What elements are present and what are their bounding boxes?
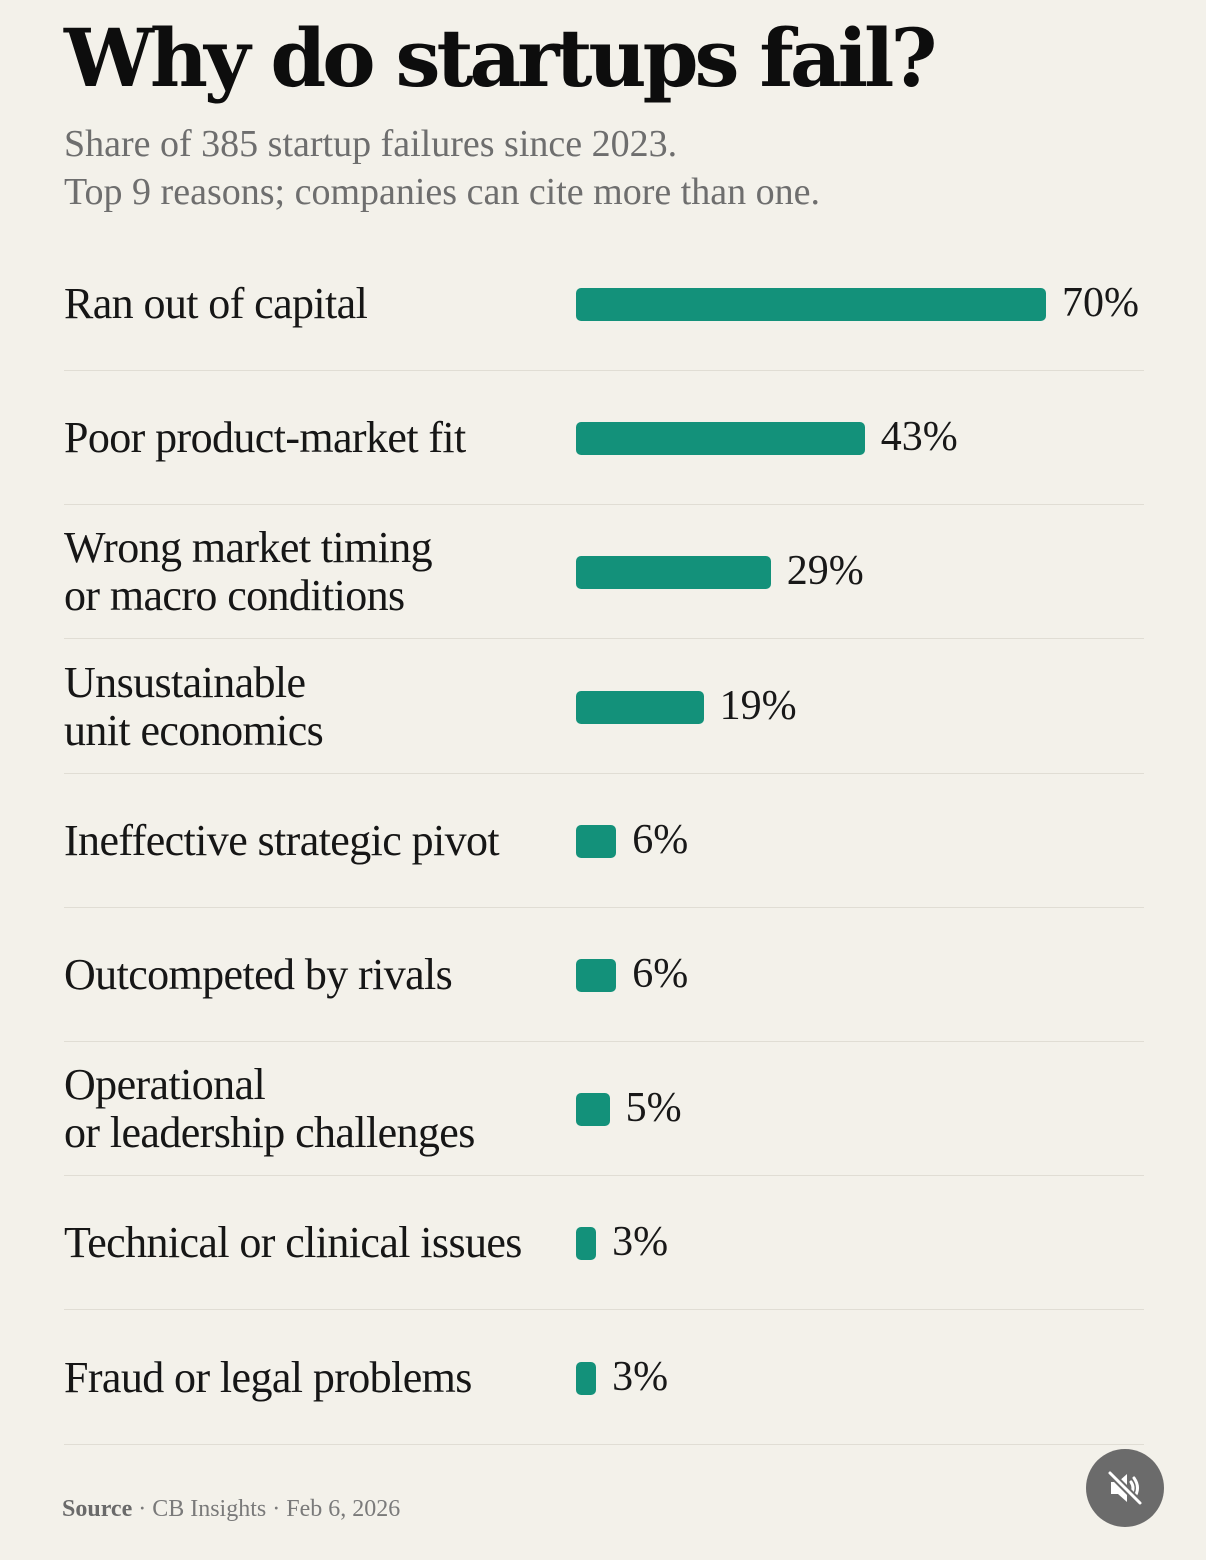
bar-category-label: Unsustainable unit economics <box>64 657 324 755</box>
bar-value-label: 19% <box>719 682 797 729</box>
bar-row: Ineffective strategic pivot 6% <box>64 774 1144 908</box>
source-label: Source <box>62 1496 133 1522</box>
speaker-muted-icon <box>1106 1469 1144 1507</box>
bar-row: Operational or leadership challenges 5% <box>64 1042 1144 1177</box>
mute-button[interactable] <box>1086 1449 1164 1527</box>
bar <box>576 556 771 590</box>
bar <box>576 1093 610 1127</box>
bar <box>576 288 1046 321</box>
bar-category-label: Ran out of capital <box>64 279 368 328</box>
bar-row: Outcompeted by rivals 6% <box>64 908 1144 1042</box>
bar <box>576 422 865 456</box>
source-text: · CB Insights · Feb 6, 2026 <box>132 1496 401 1522</box>
bar-value-label: 6% <box>632 816 689 863</box>
bar <box>576 690 704 724</box>
bar <box>576 1361 597 1395</box>
bar-row: Wrong market timing or macro conditions 2… <box>64 505 1144 640</box>
bar-row: Fraud or legal problems 3% <box>64 1311 1144 1445</box>
row-divider <box>64 906 1144 908</box>
bar-category-label: Poor product-market fit <box>64 413 466 463</box>
row-divider <box>64 1443 1144 1445</box>
bar-value-label: 70% <box>1062 280 1139 326</box>
row-divider <box>64 1041 1144 1042</box>
chart-subtitle-line-1: Share of 385 startup failures since 2023… <box>64 123 678 165</box>
bar-category-label: Technical or clinical issues <box>64 1218 522 1268</box>
bar-category-label: Outcompeted by rivals <box>64 950 453 999</box>
row-divider <box>64 1175 1144 1177</box>
bar-value-label: 43% <box>880 414 958 461</box>
bar <box>576 959 617 992</box>
bar-value-label: 3% <box>612 1353 669 1400</box>
bar-row: Ran out of capital 70% <box>64 237 1144 371</box>
bar-value-label: 29% <box>786 548 864 595</box>
bar-row: Unsustainable unit economics 19% <box>64 640 1144 774</box>
bar-value-label: 3% <box>612 1219 669 1266</box>
row-divider <box>64 504 1144 506</box>
chart-title: Why do startups fail? <box>64 11 937 105</box>
bar-category-label: Wrong market timing or macro conditions <box>64 523 433 621</box>
bar <box>576 1227 597 1261</box>
row-divider <box>64 638 1144 640</box>
bar-row: Technical or clinical issues 3% <box>64 1176 1144 1311</box>
bar-row: Poor product-market fit 43% <box>64 371 1144 506</box>
source-note: Source · CB Insights · Feb 6, 2026 <box>62 1494 400 1524</box>
bar-value-label: 6% <box>632 951 689 997</box>
bar-value-label: 5% <box>625 1085 682 1132</box>
bar-category-label: Fraud or legal problems <box>64 1352 472 1402</box>
bar <box>576 824 617 858</box>
row-divider <box>64 370 1144 371</box>
chart-subtitle-line-2: Top 9 reasons; companies can cite more t… <box>64 171 821 213</box>
bar-category-label: Operational or leadership challenges <box>64 1060 475 1158</box>
row-divider <box>64 772 1144 774</box>
bar-category-label: Ineffective strategic pivot <box>64 815 500 865</box>
row-divider <box>64 1309 1144 1311</box>
